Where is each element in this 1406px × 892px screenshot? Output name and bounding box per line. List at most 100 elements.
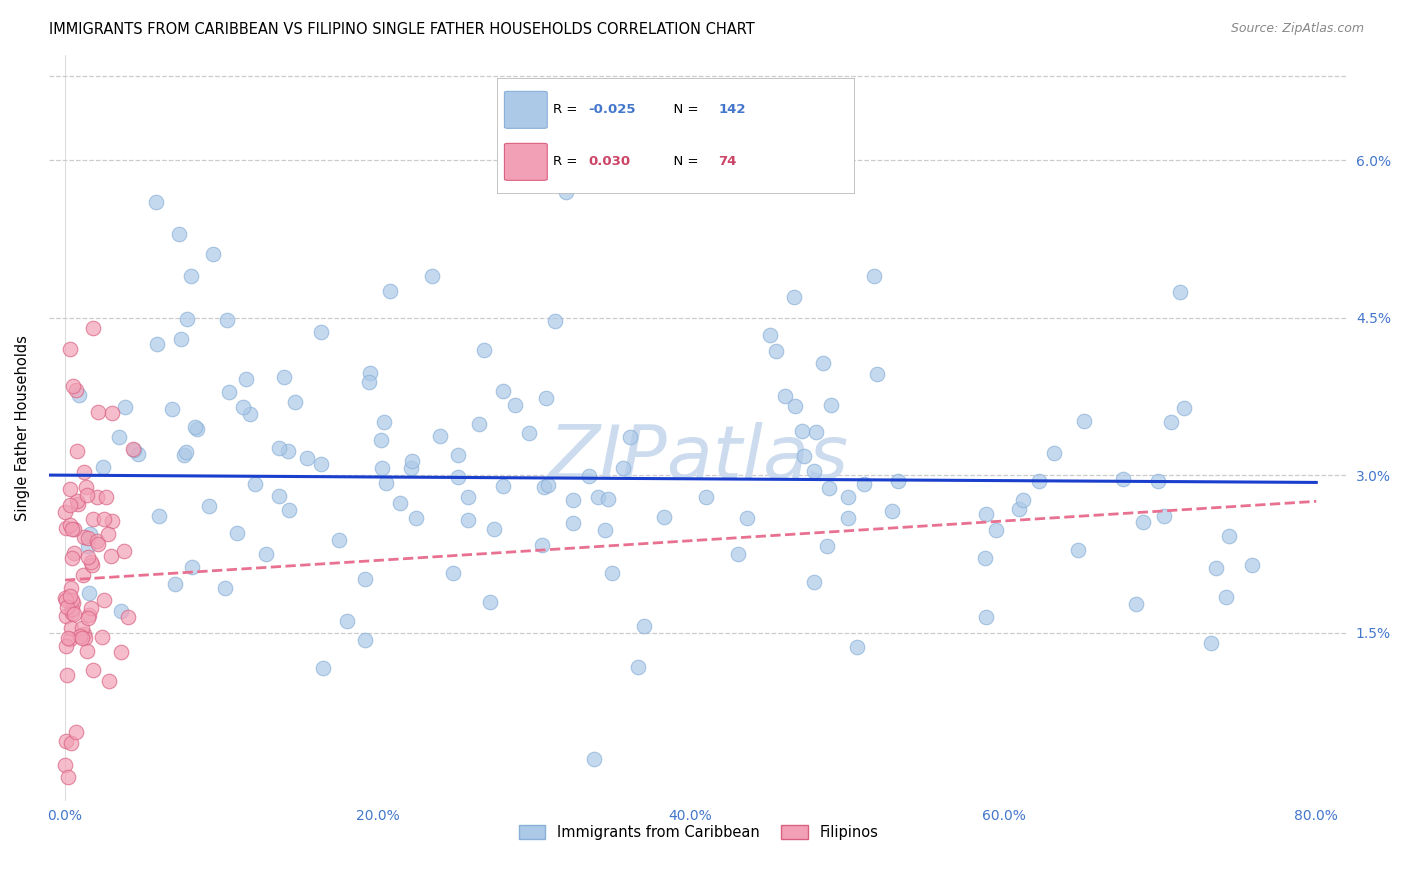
Point (59, 498, 82, 512)
Point (55, 734, 77, 748)
Point (359, 366, 381, 380)
Point (727, 547, 749, 561)
Point (73, 627, 96, 641)
Point (66, 494, 89, 508)
Point (254, 547, 277, 561)
Point (214, 581, 236, 595)
Point (1125, 598, 1147, 612)
Point (53, 591, 76, 605)
Text: ZIPatlas: ZIPatlas (548, 422, 849, 493)
Point (389, 496, 412, 510)
Point (239, 407, 262, 421)
Point (472, 343, 495, 357)
Point (804, 425, 827, 439)
Point (596, 491, 619, 506)
Point (101, 514, 124, 528)
Point (77, 586, 100, 600)
Point (866, 367, 889, 381)
Point (148, 508, 170, 523)
Point (87, 536, 110, 550)
Point (531, 538, 554, 552)
Point (215, 313, 238, 327)
Point (863, 268, 886, 283)
Point (162, 402, 184, 417)
Point (65, 383, 87, 397)
Point (1168, 285, 1191, 299)
Point (1028, 474, 1050, 488)
Point (537, 478, 560, 492)
Point (974, 507, 997, 521)
Point (165, 577, 187, 591)
Point (429, 429, 451, 443)
Point (91, 460, 114, 475)
Point (60, 522, 83, 536)
Point (80, 555, 103, 569)
Point (467, 417, 489, 431)
Point (354, 572, 377, 586)
Point (97, 673, 120, 688)
Point (447, 470, 470, 484)
Point (180, 559, 202, 574)
Point (55, 609, 77, 624)
Point (62, 592, 84, 607)
Point (72, 621, 94, 635)
Point (77, 608, 100, 623)
Point (373, 415, 395, 429)
Point (60, 551, 83, 566)
Point (145, 195, 167, 210)
Point (447, 448, 470, 462)
Point (765, 343, 787, 358)
Point (76, 539, 98, 553)
Point (973, 550, 995, 565)
Text: Source: ZipAtlas.com: Source: ZipAtlas.com (1230, 22, 1364, 36)
Point (94, 490, 117, 504)
Point (974, 609, 997, 624)
Point (55, 639, 77, 653)
Point (201, 246, 224, 260)
Point (695, 490, 717, 504)
Point (586, 490, 609, 504)
Point (60, 606, 83, 620)
Point (59, 621, 82, 635)
Point (63, 607, 86, 621)
Point (198, 499, 221, 513)
Point (880, 504, 903, 518)
Point (457, 490, 479, 504)
Point (127, 447, 149, 461)
Point (582, 751, 605, 765)
Point (627, 660, 650, 674)
Point (167, 227, 190, 241)
Point (1205, 560, 1227, 574)
Point (1153, 509, 1175, 524)
Point (593, 523, 616, 537)
Point (186, 422, 208, 436)
Point (1073, 415, 1095, 429)
Point (110, 604, 132, 618)
Point (59, 589, 82, 603)
Point (232, 400, 254, 414)
Point (811, 356, 834, 370)
Point (852, 477, 875, 491)
Point (75, 631, 97, 645)
Point (846, 640, 869, 654)
Point (63, 522, 86, 536)
Point (60, 601, 83, 615)
Point (112, 544, 135, 558)
Point (820, 398, 842, 412)
Point (55, 521, 77, 535)
Point (555, 185, 578, 199)
Point (77, 549, 100, 564)
Point (790, 424, 813, 438)
Point (737, 511, 759, 525)
Point (803, 464, 825, 478)
Point (1173, 401, 1195, 416)
Point (53, 506, 76, 520)
Point (1215, 590, 1237, 604)
Point (378, 285, 401, 299)
Text: IMMIGRANTS FROM CARIBBEAN VS FILIPINO SINGLE FATHER HOUSEHOLDS CORRELATION CHART: IMMIGRANTS FROM CARIBBEAN VS FILIPINO SI… (49, 22, 755, 37)
Point (269, 489, 291, 503)
Point (783, 399, 806, 413)
Point (117, 610, 139, 624)
Point (60, 736, 83, 750)
Point (146, 337, 169, 351)
